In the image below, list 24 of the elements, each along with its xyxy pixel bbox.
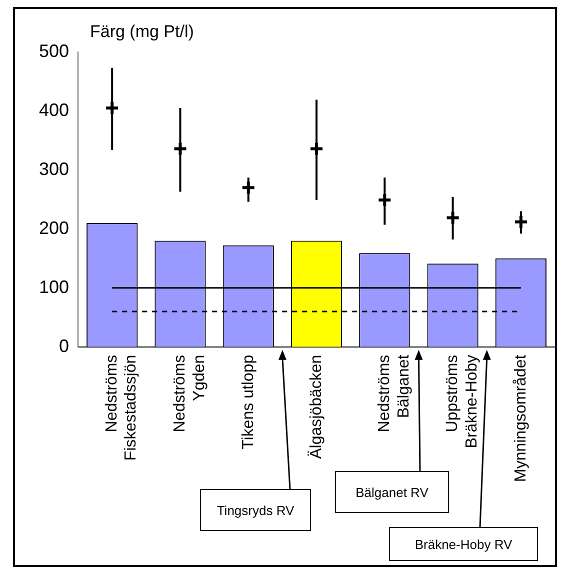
y-tick-label: 300	[38, 158, 70, 179]
x-tick-label: Älgasjöbäcken	[306, 354, 325, 459]
point	[104, 100, 120, 116]
x-tick-label: Mynningsområdet	[512, 354, 530, 482]
point	[172, 141, 188, 156]
x-tick-label: Nedströms Bälganet	[376, 354, 412, 432]
text: Bälganet RV	[335, 471, 449, 513]
point	[513, 214, 528, 230]
y-tick-label: 100	[38, 276, 70, 297]
y-tick-label: 0	[59, 336, 70, 356]
point	[445, 210, 460, 226]
point	[240, 180, 256, 196]
y-tick-label: 500	[38, 40, 70, 61]
y-axis-title: Färg (mg Pt/l)	[90, 22, 194, 42]
y-tick-label: 400	[38, 100, 70, 120]
text: Bräkne-Hoby RV	[389, 527, 538, 561]
x-tick-label: Nedströms Ygden	[172, 354, 208, 432]
y-tick-label: 200	[38, 218, 70, 238]
point	[309, 141, 324, 156]
x-tick-label: Nedströms Fiskestadssjön	[104, 354, 140, 461]
point	[377, 192, 392, 208]
text: Tingsryds RV	[200, 489, 311, 531]
x-tick-label: Tikens utlopp	[240, 354, 257, 450]
x-tick-label: Uppströms Bräkne-Hoby	[444, 354, 480, 448]
